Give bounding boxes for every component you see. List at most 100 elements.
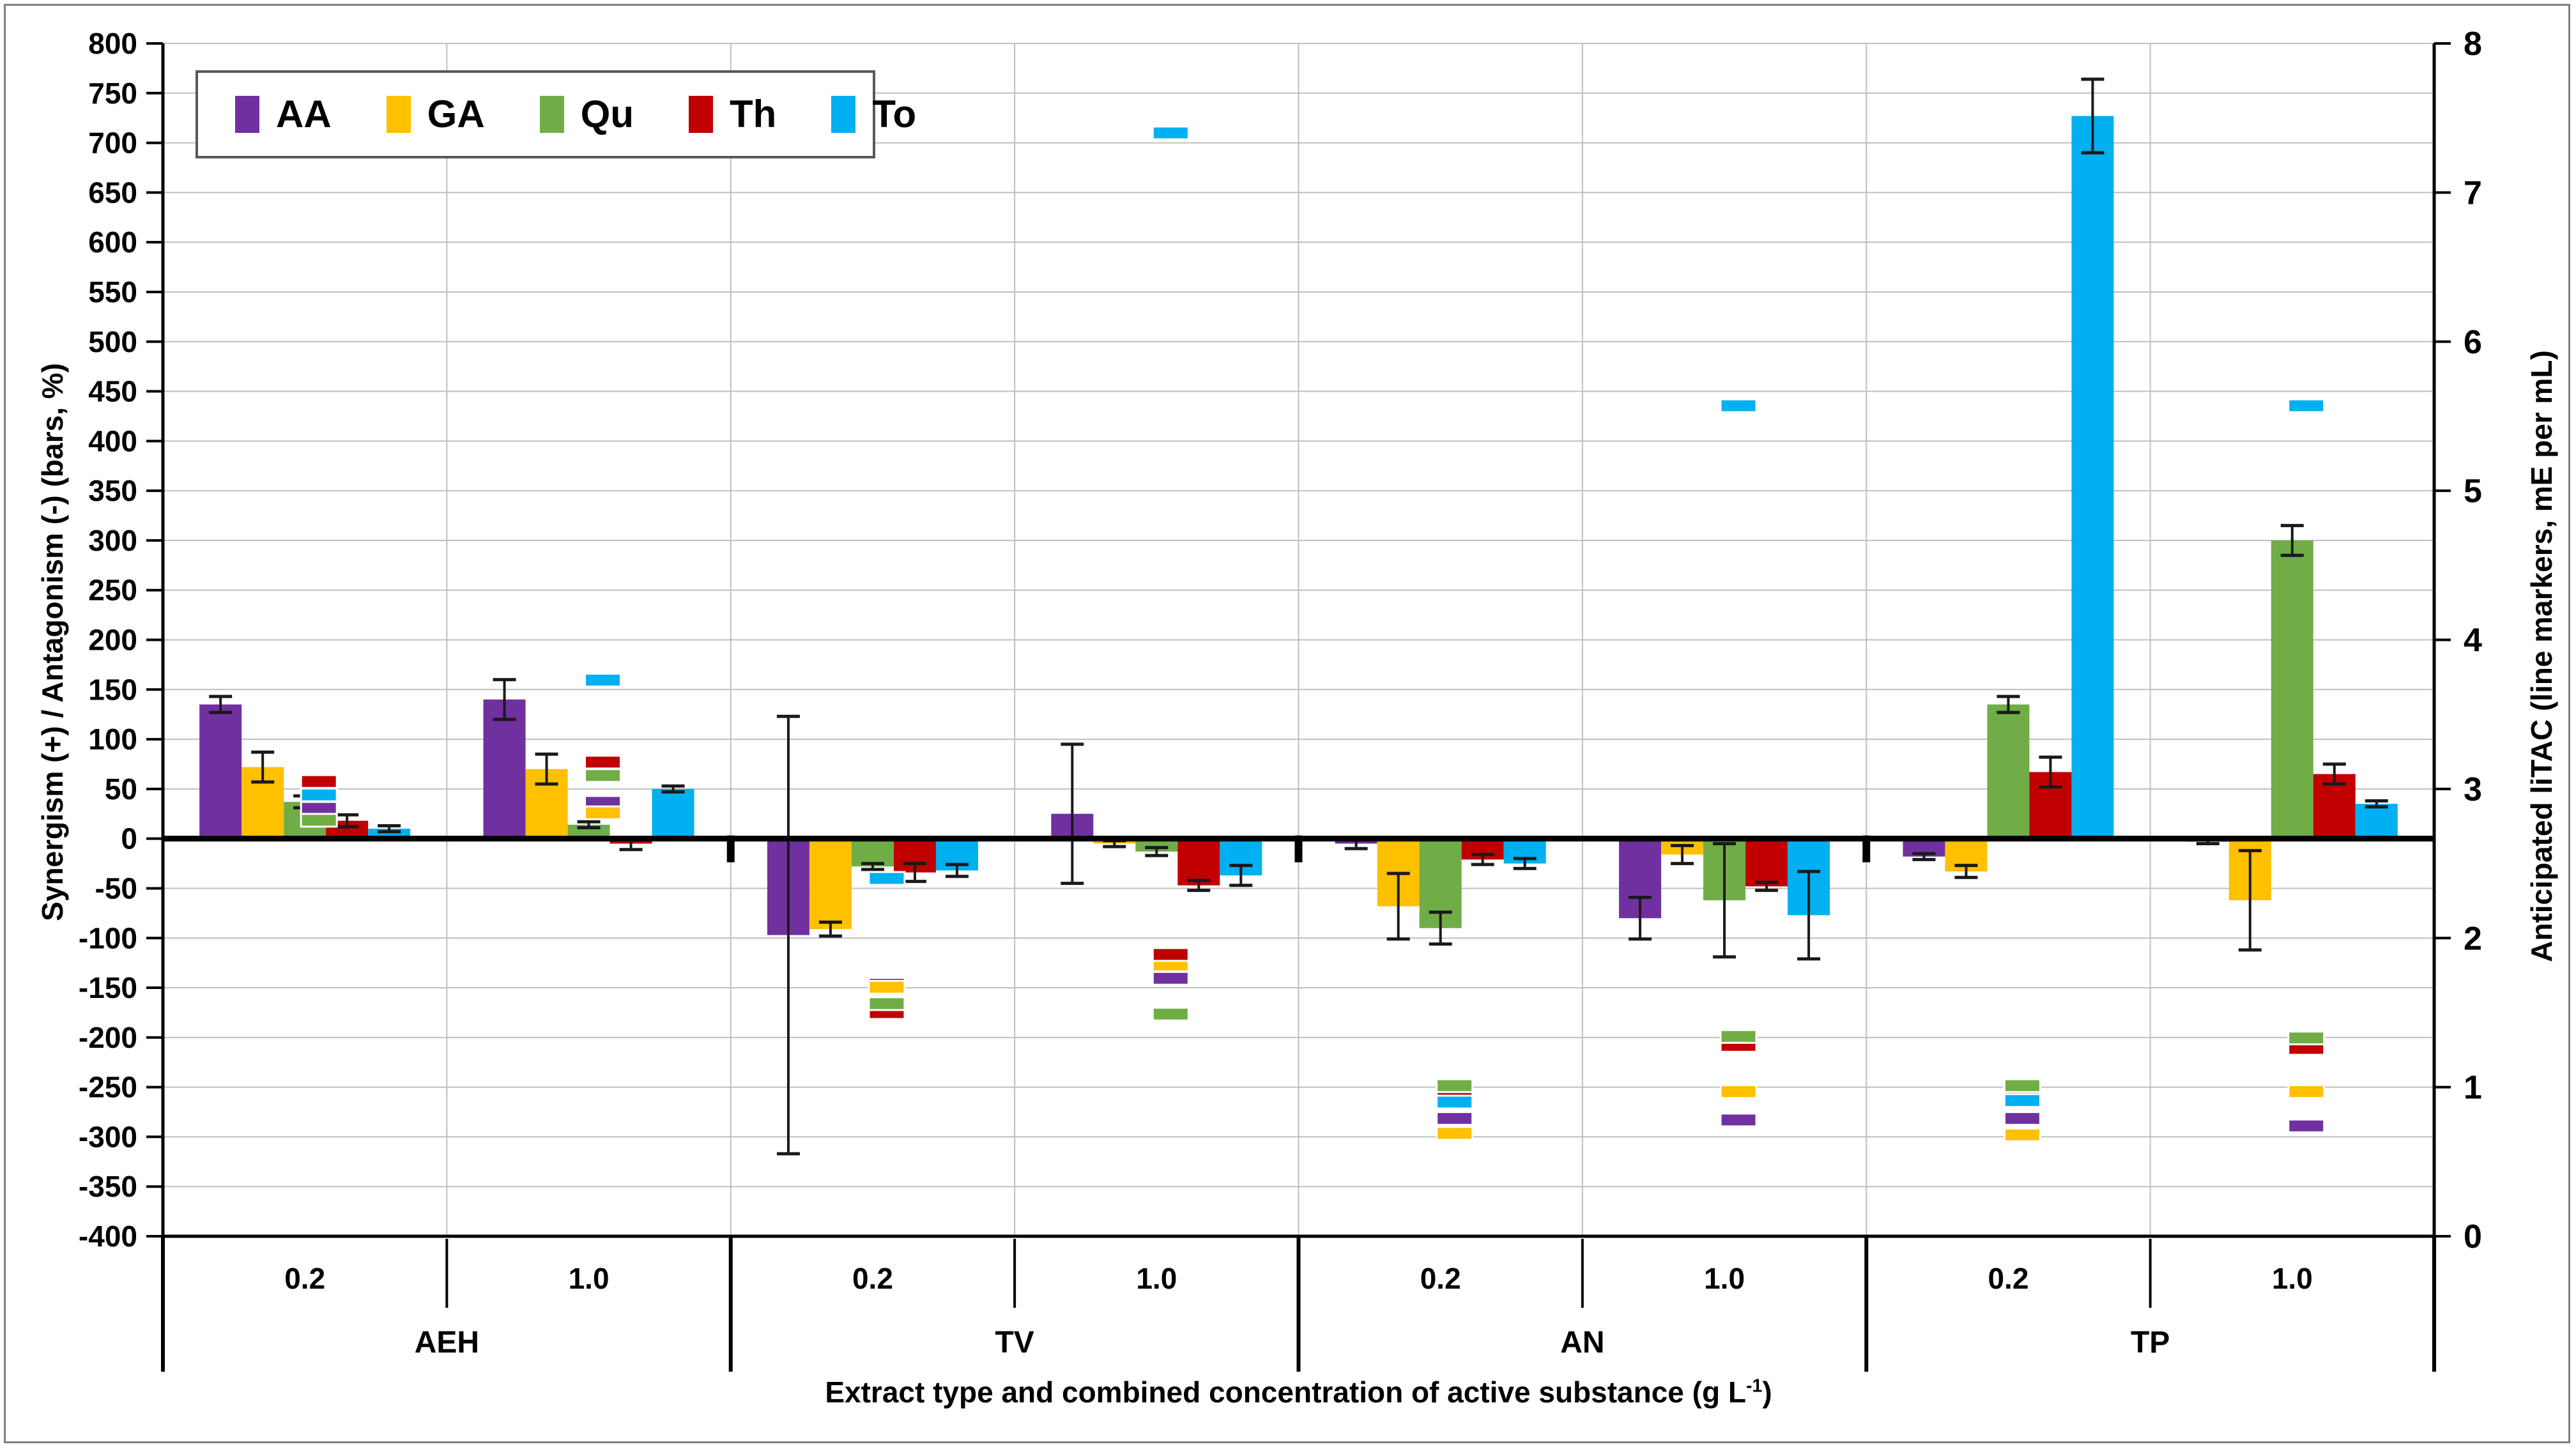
bar-TP-0.2-Qu [1987, 704, 2030, 839]
liTAC-marker-AEH-1.0-GA [584, 805, 622, 820]
x-label-concentration-TP-1.0: 1.0 [2272, 1262, 2313, 1295]
liTAC-marker-TV-1.0-Th [1151, 947, 1190, 962]
y-left-tick-label--400: -400 [79, 1220, 137, 1253]
bar-AEH-0.2-AA [199, 704, 242, 839]
legend-label-to: To [872, 93, 917, 135]
liTAC-marker-AN-1.0-Qu [1719, 1029, 1758, 1044]
y-right-tick-label-0: 0 [2464, 1218, 2482, 1255]
bar-TP-1.0-Qu [2271, 540, 2313, 839]
y-left-tick-label--250: -250 [79, 1071, 137, 1104]
liTAC-marker-AN-1.0-GA [1719, 1084, 1758, 1100]
y-left-tick-label-650: 650 [88, 176, 137, 209]
y-right-tick-label-5: 5 [2464, 473, 2482, 510]
bar-TP-0.2-To [2071, 116, 2114, 839]
liTAC-marker-TP-1.0-To [2287, 398, 2326, 413]
liTAC-marker-AEH-1.0-Qu [584, 768, 622, 783]
bar-TV-0.2-Qu [851, 838, 894, 867]
y-left-tick-label-350: 350 [88, 474, 137, 507]
figure-frame [4, 4, 2570, 1443]
y-right-tick-label-7: 7 [2464, 174, 2482, 211]
legend-box: AA GA Qu Th To [195, 70, 916, 158]
y-left-tick-label-400: 400 [88, 424, 137, 457]
liTAC-marker-AEH-0.2-To [300, 787, 338, 802]
bar-TP-1.0-To [2355, 804, 2398, 839]
liTAC-marker-TV-0.2-GA [868, 979, 906, 995]
legend-label-ga: GA [427, 93, 485, 135]
x-label-extract-TV: TV [995, 1326, 1034, 1360]
legend-label-th: Th [730, 93, 777, 135]
liTAC-marker-AEH-1.0-Th [584, 755, 622, 770]
y-left-tick-label--100: -100 [79, 921, 137, 954]
liTAC-marker-AN-0.2-GA [1436, 1126, 1474, 1141]
bar-TV-0.2-GA [809, 838, 852, 930]
liTAC-marker-TV-1.0-Qu [1151, 1006, 1190, 1022]
liTAC-marker-TV-1.0-AA [1151, 970, 1190, 986]
y-left-tick-label-0: 0 [121, 822, 137, 855]
legend-item-th: Th [689, 95, 776, 134]
y-left-tick-label-700: 700 [88, 126, 137, 160]
y-left-tick-label--350: -350 [79, 1170, 137, 1203]
legend-item-aa: AA [235, 95, 332, 134]
y-left-tick-label-250: 250 [88, 574, 137, 607]
liTAC-marker-AEH-0.2-Th [300, 774, 338, 789]
liTAC-marker-AN-1.0-To [1719, 398, 1758, 413]
liTAC-marker-TP-1.0-AA [2287, 1118, 2326, 1133]
liTAC-marker-TP-1.0-Qu [2287, 1031, 2326, 1046]
x-label-concentration-AN-1.0: 1.0 [1704, 1262, 1745, 1295]
y-left-tick-label-600: 600 [88, 226, 137, 259]
liTAC-marker-TP-0.2-To [2003, 1093, 2041, 1108]
y-left-tick-label--50: -50 [95, 871, 137, 905]
legend-item-to: To [831, 95, 916, 134]
y-left-tick-label--200: -200 [79, 1021, 137, 1054]
x-label-concentration-TV-1.0: 1.0 [1136, 1262, 1177, 1295]
x-label-concentration-AN-0.2: 0.2 [1420, 1262, 1461, 1295]
y-right-tick-label-2: 2 [2464, 920, 2482, 957]
legend-label-qu: Qu [580, 93, 634, 135]
legend-label-aa: AA [276, 93, 332, 135]
aa-color-swatch [235, 96, 259, 133]
x-label-extract-TP: TP [2131, 1326, 2170, 1360]
x-label-concentration-TV-0.2: 0.2 [852, 1262, 893, 1295]
liTAC-marker-TP-0.2-GA [2003, 1127, 2041, 1142]
liTAC-marker-TP-0.2-AA [2003, 1111, 2041, 1126]
zero-line-extract-tick [1862, 835, 1871, 862]
legend-item-qu: Qu [539, 93, 634, 135]
y-left-tick-label-200: 200 [88, 624, 137, 657]
y-left-tick-label-150: 150 [88, 673, 137, 706]
liTAC-marker-TV-0.2-Qu [868, 996, 906, 1011]
liTAC-marker-AEH-1.0-To [584, 673, 622, 688]
y-left-tick-label-550: 550 [88, 275, 137, 309]
y-right-tick-label-1: 1 [2464, 1070, 2482, 1107]
y-right-tick-label-8: 8 [2464, 26, 2482, 63]
legend-item-ga: GA [386, 93, 485, 135]
x-label-concentration-AEH-1.0: 1.0 [569, 1262, 610, 1295]
y-right-tick-label-4: 4 [2464, 622, 2482, 659]
y-left-tick-label-50: 50 [105, 772, 137, 806]
y-right-tick-label-3: 3 [2464, 771, 2482, 808]
x-label-concentration-TP-0.2: 0.2 [1988, 1262, 2028, 1295]
y-left-tick-label-800: 800 [88, 27, 137, 60]
x-axis-title: Extract type and combined concentration … [825, 1376, 1772, 1409]
bar-AN-1.0-Th [1745, 838, 1788, 887]
qu-color-swatch [539, 96, 564, 133]
liTAC-marker-TV-0.2-To [868, 871, 906, 886]
x-label-extract-AN: AN [1560, 1326, 1604, 1360]
to-color-swatch [831, 96, 856, 133]
liTAC-marker-TP-0.2-Qu [2003, 1078, 2041, 1093]
liTAC-marker-AN-0.2-To [1436, 1094, 1474, 1110]
x-label-extract-AEH: AEH [415, 1326, 479, 1360]
y-left-tick-label-100: 100 [88, 723, 137, 756]
x-label-concentration-AEH-0.2: 0.2 [284, 1262, 325, 1295]
liTAC-marker-TV-1.0-To [1151, 125, 1190, 141]
th-color-swatch [689, 96, 713, 133]
liTAC-marker-TP-1.0-GA [2287, 1084, 2326, 1100]
bar-TV-1.0-Th [1177, 838, 1220, 885]
y-right-axis-title: Anticipated liTAC (line markers, mE per … [2525, 350, 2558, 962]
y-left-tick-label--150: -150 [79, 971, 137, 1004]
bar-AEH-1.0-To [652, 788, 694, 839]
y-left-tick-label-450: 450 [88, 375, 137, 408]
y-right-tick-label-6: 6 [2464, 324, 2482, 361]
zero-line-extract-tick [726, 835, 735, 862]
